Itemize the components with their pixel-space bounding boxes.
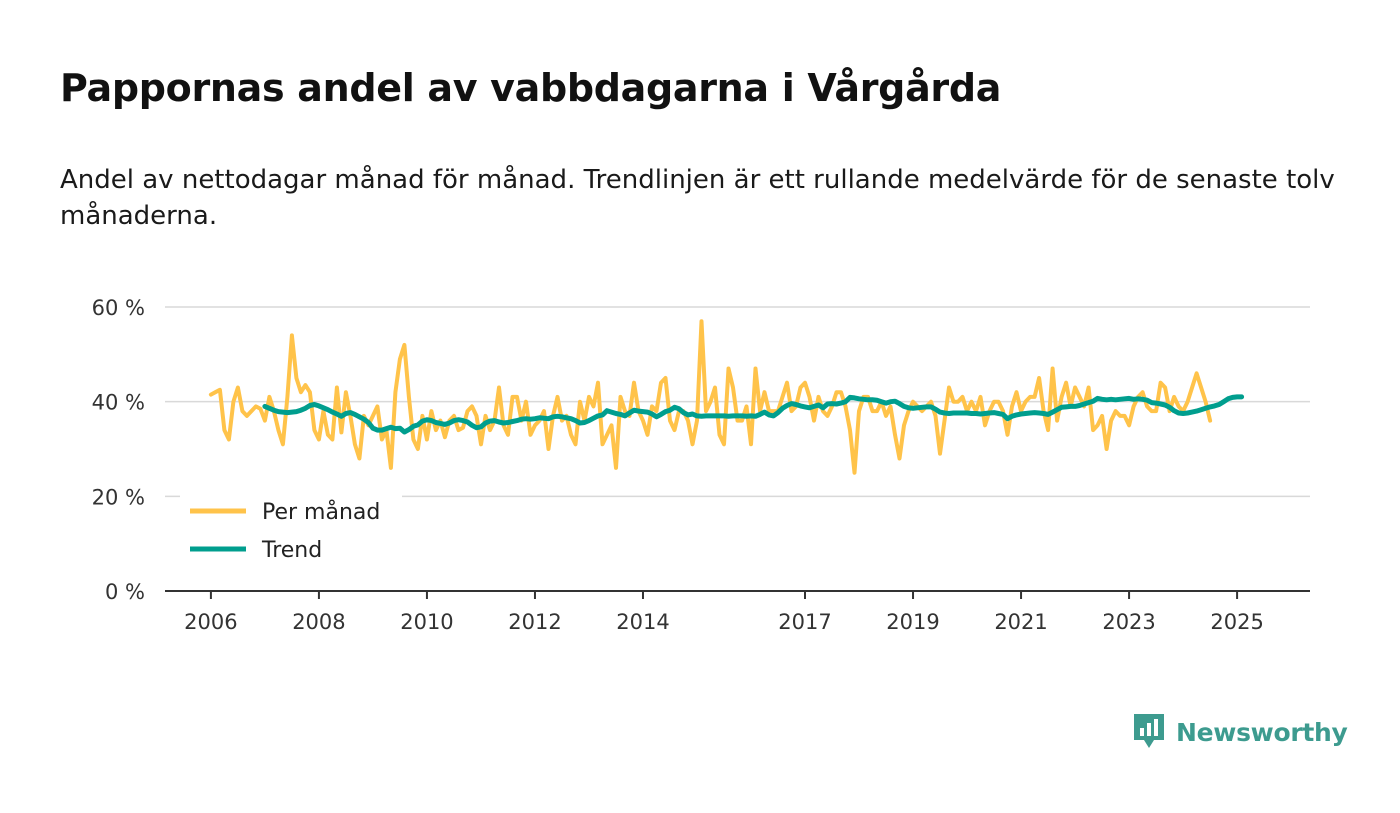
page-title: Pappornas andel av vabbdagarna i Vårgård… [60, 66, 1002, 110]
x-tick-label: 2006 [184, 610, 237, 634]
x-tick-label: 2012 [508, 610, 561, 634]
legend: Per månad Trend [180, 492, 402, 570]
y-tick-label: 20 % [92, 485, 145, 509]
y-tick-label: 60 % [92, 296, 145, 320]
x-tick-label: 2019 [886, 610, 939, 634]
x-tick-label: 2021 [994, 610, 1047, 634]
bar-chart-bubble-icon [1134, 714, 1164, 748]
x-tick-label: 2017 [778, 610, 831, 634]
y-tick-label: 40 % [92, 391, 145, 415]
y-tick-label: 0 % [105, 580, 145, 604]
x-tick-label: 2025 [1210, 610, 1263, 634]
series-line-per-manad [208, 319, 1213, 475]
x-tick-label: 2008 [292, 610, 345, 634]
legend-label-per-manad: Per månad [262, 499, 380, 525]
x-axis-ticks: 2006 2008 2010 2012 2014 2017 2019 2021 2023 2025 [184, 591, 1264, 634]
series-lines [208, 319, 1245, 475]
legend-label-trend: Trend [261, 538, 322, 563]
brand-logo: Newsworthy [1132, 710, 1348, 754]
brand-name: Newsworthy [1176, 717, 1348, 747]
x-tick-label: 2023 [1102, 610, 1155, 634]
series-line-trend [262, 394, 1245, 435]
x-tick-label: 2010 [400, 610, 453, 634]
x-tick-label: 2014 [616, 610, 669, 634]
y-axis-ticks: 0 % 20 % 40 % 60 % [92, 296, 145, 604]
legend-background [180, 492, 402, 570]
chart-subtitle: Andel av nettodagar månad för månad. Tre… [60, 165, 1335, 231]
